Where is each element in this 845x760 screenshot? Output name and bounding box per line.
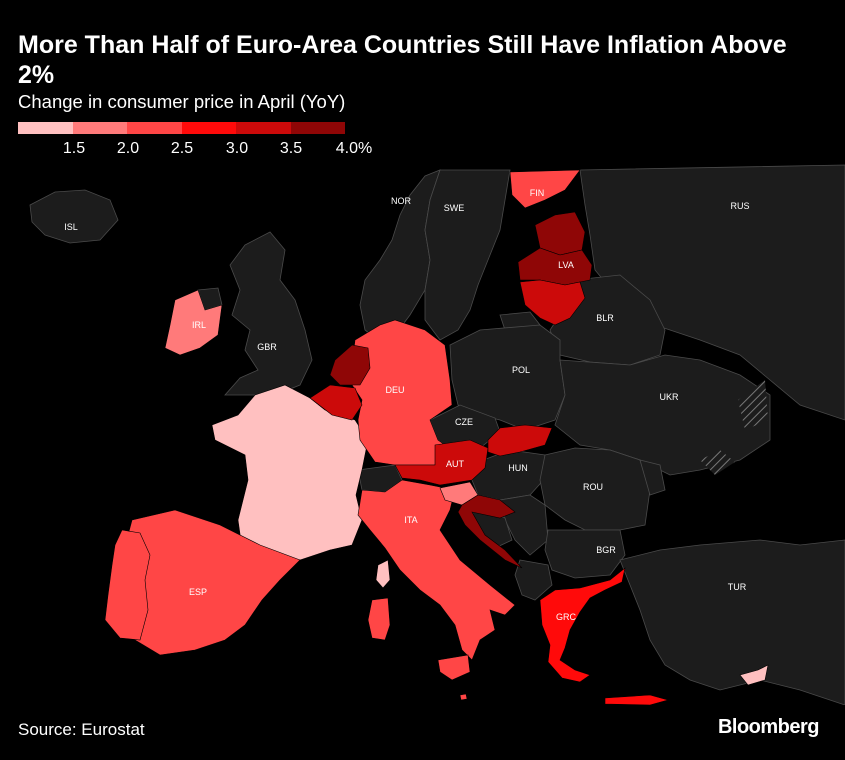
legend-swatch-1 xyxy=(18,122,73,134)
label-deu: DEU xyxy=(385,385,404,395)
euro-countries xyxy=(104,169,769,705)
country-ltu xyxy=(519,279,586,326)
country-labels: FIN NOR SWE RUS ISL IRL GBR LVA BLR POL … xyxy=(64,188,749,622)
country-cyp xyxy=(739,664,769,686)
country-swe xyxy=(424,169,511,341)
country-prt xyxy=(104,529,151,641)
country-isl xyxy=(29,189,119,244)
country-tur xyxy=(619,539,845,705)
legend-label-5: 3.5 xyxy=(279,140,303,157)
legend-label-4: 3.0 xyxy=(225,140,249,157)
source-note: Source: Eurostat xyxy=(18,720,145,739)
legend-label-2: 2.0 xyxy=(116,140,140,157)
label-aut: AUT xyxy=(446,459,465,469)
label-irl: IRL xyxy=(192,320,206,330)
label-bgr: BGR xyxy=(596,545,616,555)
label-swe: SWE xyxy=(444,203,465,213)
country-mkd-alb xyxy=(514,559,553,601)
country-rou xyxy=(539,447,651,531)
country-mda xyxy=(639,459,666,496)
country-lva xyxy=(517,247,593,286)
legend-labels: 1.5 2.0 2.5 3.0 3.5 4.0% xyxy=(18,134,418,157)
label-blr: BLR xyxy=(596,313,614,323)
country-pol xyxy=(449,324,566,431)
country-svk xyxy=(487,424,553,457)
disputed-area-crimea xyxy=(700,450,735,475)
label-rou: ROU xyxy=(583,482,603,492)
label-tur: TUR xyxy=(728,582,747,592)
country-nld xyxy=(329,344,371,386)
label-nor: NOR xyxy=(391,196,412,206)
legend-swatch-6 xyxy=(290,122,345,134)
country-bel xyxy=(309,384,363,421)
country-grc xyxy=(539,567,626,683)
country-fra-corsica xyxy=(375,559,391,589)
label-fin: FIN xyxy=(530,188,545,198)
disputed-area-east xyxy=(738,380,768,430)
legend-label-6: 4.0% xyxy=(335,140,373,157)
chart-title: More Than Half of Euro-Area Countries St… xyxy=(18,31,787,89)
label-cze: CZE xyxy=(455,417,473,427)
label-ita: ITA xyxy=(404,515,417,525)
country-gbr xyxy=(224,231,313,396)
legend-swatch-5 xyxy=(236,122,291,134)
country-irl xyxy=(164,289,223,356)
country-mlt xyxy=(459,693,468,701)
legend-label-1: 1.5 xyxy=(62,140,86,157)
country-fin xyxy=(509,169,581,209)
country-est xyxy=(534,211,586,256)
legend-label-3: 2.5 xyxy=(170,140,194,157)
legend-swatch-3 xyxy=(127,122,182,134)
legend-swatch-2 xyxy=(72,122,127,134)
country-grc-crete xyxy=(604,694,670,705)
label-ukr: UKR xyxy=(659,392,679,402)
legend-swatch-4 xyxy=(181,122,236,134)
label-grc: GRC xyxy=(556,612,577,622)
country-rus xyxy=(579,164,845,421)
country-hrv xyxy=(457,494,523,569)
country-bgr xyxy=(544,529,626,579)
label-isl: ISL xyxy=(64,222,78,232)
label-esp: ESP xyxy=(189,587,207,597)
label-pol: POL xyxy=(512,365,530,375)
europe-map: FIN NOR SWE RUS ISL IRL GBR LVA BLR POL … xyxy=(29,164,845,705)
label-hun: HUN xyxy=(508,463,528,473)
country-ita-sardinia xyxy=(367,597,391,641)
label-gbr: GBR xyxy=(257,342,277,352)
country-ita-sicily xyxy=(437,654,471,681)
country-aut xyxy=(394,439,489,486)
legend-bar xyxy=(18,122,418,134)
label-rus: RUS xyxy=(730,201,749,211)
bloomberg-logo: Bloomberg xyxy=(717,716,820,738)
label-lva: LVA xyxy=(558,260,574,270)
chart-subtitle: Change in consumer price in April (YoY) xyxy=(18,91,346,112)
color-legend: 1.5 2.0 2.5 3.0 3.5 4.0% xyxy=(18,122,418,157)
